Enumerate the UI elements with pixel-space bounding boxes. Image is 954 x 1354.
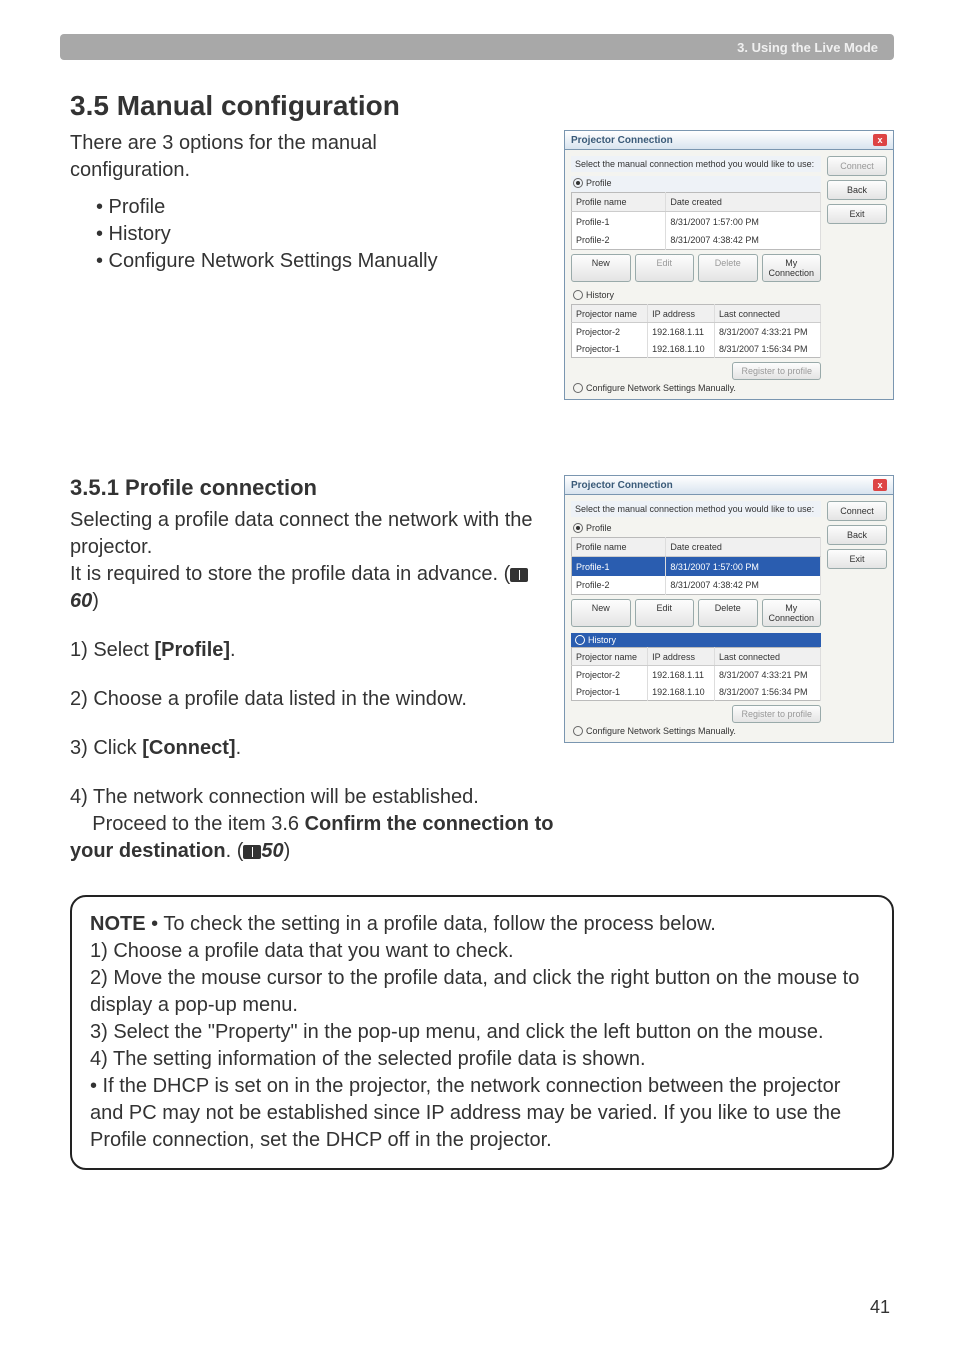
profile-table: Profile nameDate created Profile-18/31/2… [571,192,821,250]
radio-label: History [586,290,614,300]
ref-number: 60 [70,590,92,612]
radio-profile[interactable]: Profile [571,521,821,537]
ref-number: 50 [261,840,283,862]
note-line: 1) Choose a profile data that you want t… [90,938,874,965]
chapter-label: 3. Using the Live Mode [737,40,878,55]
col-header: Projector name [572,648,648,666]
table-row[interactable]: Profile-28/31/2007 4:38:42 PM [572,576,821,595]
dialog-title: Projector Connection [571,135,673,146]
text: Proceed to the item 3.6 [92,813,304,835]
radio-manual[interactable]: Configure Network Settings Manually. [571,380,821,393]
note-line: 3) Select the "Property" in the pop-up m… [90,1019,874,1046]
col-header: Date created [666,193,821,212]
ui-ref: [Connect] [142,737,235,759]
close-icon[interactable]: x [873,479,887,491]
section-intro: There are 3 options for the manual confi… [70,130,490,184]
register-button[interactable]: Register to profile [732,705,821,723]
col-header: Projector name [572,305,648,323]
text: . ( [226,840,244,862]
dialog-titlebar: Projector Connection x [565,131,893,150]
col-header: Profile name [572,193,666,212]
dialog-instruction: Select the manual connection method you … [571,156,821,172]
edit-button[interactable]: Edit [635,599,695,627]
radio-label: Profile [586,178,612,188]
text: 1) Select [70,639,154,661]
page-number: 41 [870,1297,890,1318]
radio-label: Configure Network Settings Manually. [586,726,736,736]
text: 3) Click [70,737,142,759]
radio-label: Configure Network Settings Manually. [586,383,736,393]
note-line: • If the DHCP is set on in the projector… [90,1073,874,1154]
col-header: Last connected [714,648,820,666]
table-row[interactable]: Projector-1192.168.1.108/31/2007 1:56:34… [572,340,821,357]
back-button[interactable]: Back [827,525,887,545]
profile-table: Profile nameDate created Profile-18/31/2… [571,537,821,595]
manual-ref-icon [510,568,528,582]
delete-button[interactable]: Delete [698,599,758,627]
radio-label: Profile [586,523,612,533]
col-header: IP address [648,305,715,323]
col-header: Date created [666,538,821,557]
text: . [236,737,242,759]
text: . [230,639,236,661]
new-button[interactable]: New [571,254,631,282]
register-button[interactable]: Register to profile [732,362,821,380]
col-header: Profile name [572,538,666,557]
my-connection-button[interactable]: My Connection [762,599,822,627]
step-4: 4) The network connection will be establ… [70,784,570,865]
step-2: 2) Choose a profile data listed in the w… [70,686,570,713]
table-row-selected[interactable]: Profile-18/31/2007 1:57:00 PM [572,557,821,576]
history-table: Projector nameIP addressLast connected P… [571,647,821,701]
edit-button[interactable]: Edit [635,254,695,282]
connect-button[interactable]: Connect [827,501,887,521]
table-row[interactable]: Projector-2192.168.1.118/31/2007 4:33:21… [572,666,821,683]
table-row[interactable]: Profile-18/31/2007 1:57:00 PM [572,212,821,231]
exit-button[interactable]: Exit [827,204,887,224]
projector-connection-dialog-1: Projector Connection x Select the manual… [564,130,894,400]
col-header: Last connected [714,305,820,323]
projector-connection-dialog-2: Projector Connection x Select the manual… [564,475,894,743]
note-intro: • To check the setting in a profile data… [146,913,716,935]
table-row[interactable]: Profile-28/31/2007 4:38:42 PM [572,231,821,250]
header-bar: 3. Using the Live Mode [60,34,894,60]
note-box: NOTE • To check the setting in a profile… [70,895,894,1170]
table-row[interactable]: Projector-2192.168.1.118/31/2007 4:33:21… [572,323,821,340]
dialog-title: Projector Connection [571,480,673,491]
close-icon[interactable]: x [873,134,887,146]
subsection-body: Selecting a profile data connect the net… [70,507,550,615]
delete-button[interactable]: Delete [698,254,758,282]
step-1: 1) Select [Profile]. [70,637,570,664]
note-label: NOTE [90,913,146,935]
text: 4) The network connection will be establ… [70,786,479,808]
radio-manual[interactable]: Configure Network Settings Manually. [571,723,821,736]
new-button[interactable]: New [571,599,631,627]
table-row[interactable]: Projector-1192.168.1.108/31/2007 1:56:34… [572,683,821,700]
text: ) [284,840,291,862]
text: It is required to store the profile data… [70,563,510,585]
dialog-titlebar: Projector Connection x [565,476,893,495]
radio-history-selected[interactable]: History [571,633,821,647]
radio-label: History [588,635,616,645]
note-line: 2) Move the mouse cursor to the profile … [90,965,874,1019]
text: Selecting a profile data connect the net… [70,509,533,558]
note-line: 4) The setting information of the select… [90,1046,874,1073]
manual-ref-icon [243,845,261,859]
radio-profile[interactable]: Profile [571,176,821,192]
radio-history[interactable]: History [571,288,821,304]
connect-button[interactable]: Connect [827,156,887,176]
step-3: 3) Click [Connect]. [70,735,570,762]
my-connection-button[interactable]: My Connection [762,254,822,282]
back-button[interactable]: Back [827,180,887,200]
section-title: 3.5 Manual configuration [70,90,894,122]
dialog-instruction: Select the manual connection method you … [571,501,821,517]
text: ) [92,590,99,612]
exit-button[interactable]: Exit [827,549,887,569]
history-table: Projector nameIP addressLast connected P… [571,304,821,358]
col-header: IP address [648,648,715,666]
ui-ref: [Profile] [154,639,230,661]
